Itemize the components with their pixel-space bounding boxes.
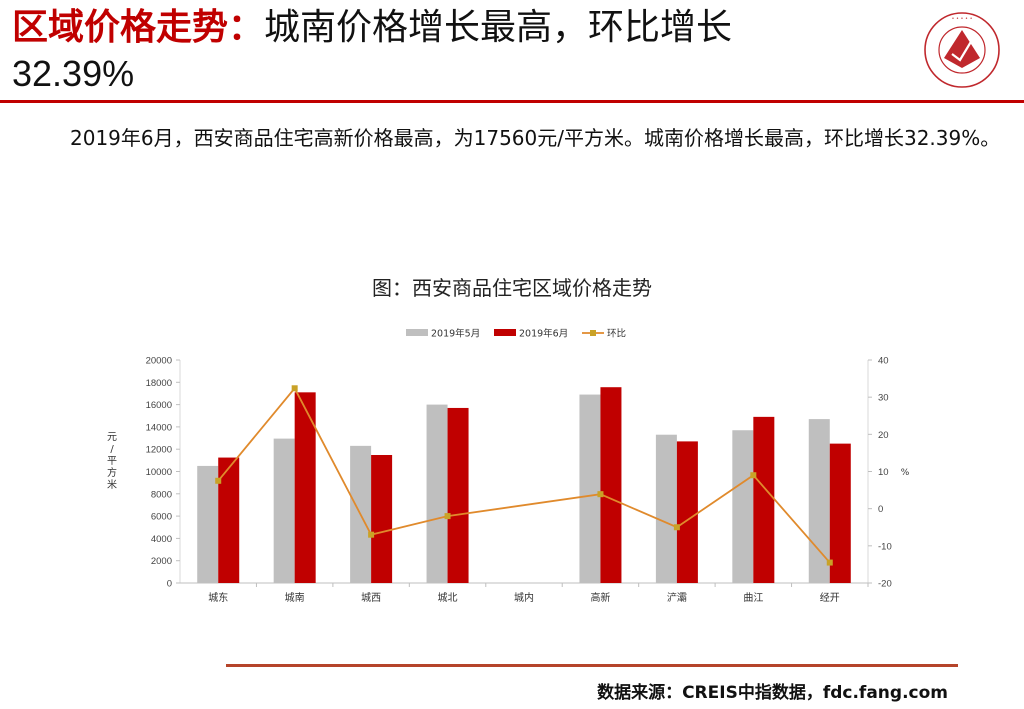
y-axis-label-char: 元 <box>107 432 117 443</box>
y-axis-label-char: 平 <box>107 456 117 467</box>
legend-swatch <box>406 329 428 336</box>
title-line2: 32.39% <box>12 53 135 94</box>
summary-paragraph: 2019年6月，西安商品住宅高新价格最高，为17560元/平方米。城南价格增长最… <box>36 116 1006 160</box>
svg-text:• • • • •: • • • • • <box>951 16 972 22</box>
x-tick-label: 城东 <box>208 591 228 604</box>
legend-swatch <box>494 329 516 336</box>
bar-may <box>579 394 601 583</box>
summary-text: 2019年6月，西安商品住宅高新价格最高，为17560元/平方米。城南价格增长最… <box>70 126 1001 150</box>
y-tick-label: 10000 <box>146 467 172 478</box>
title-rest: 城南价格增长最高，环比增长 <box>264 7 733 48</box>
legend-label: 2019年6月 <box>519 328 568 340</box>
bar-june <box>829 443 851 583</box>
y2-tick-label: 30 <box>878 393 889 404</box>
mom-point <box>368 531 375 538</box>
x-tick-label: 城北 <box>438 592 458 604</box>
data-source: 数据来源：CREIS中指数据，fdc.fang.com <box>597 683 948 703</box>
mom-point <box>750 472 757 479</box>
mom-point <box>215 477 222 484</box>
x-tick-label: 曲江 <box>743 592 763 604</box>
china-index-academy-seal-icon: • • • • • <box>924 12 1000 88</box>
y-tick-label: 18000 <box>146 378 172 389</box>
chart-title: 图：西安商品住宅区域价格走势 <box>372 276 652 300</box>
y2-axis-label: % <box>901 468 910 478</box>
y-tick-label: 6000 <box>151 512 172 523</box>
mom-point <box>826 559 833 566</box>
bar-may <box>426 404 448 583</box>
y2-tick-label: 0 <box>878 504 883 515</box>
y-tick-label: 0 <box>167 579 172 590</box>
y-axis-label-char: 米 <box>107 478 117 491</box>
bar-june <box>371 454 393 583</box>
mom-point <box>597 491 604 498</box>
y2-tick-label: 20 <box>878 430 889 441</box>
y-tick-label: 16000 <box>146 400 172 411</box>
y2-tick-label: -20 <box>878 579 892 590</box>
bar-june <box>447 407 469 583</box>
x-tick-label: 城内 <box>514 591 534 604</box>
mom-point <box>291 385 298 392</box>
legend-label: 环比 <box>607 328 626 340</box>
bar-june <box>753 416 775 583</box>
mom-point <box>444 513 451 520</box>
bar-june <box>294 392 316 583</box>
y2-tick-label: 40 <box>878 356 889 367</box>
x-tick-label: 城西 <box>361 592 381 604</box>
legend-marker <box>590 330 596 336</box>
y-axis-label-char: / <box>110 444 114 455</box>
x-tick-label: 浐灞 <box>667 591 687 604</box>
y-tick-label: 8000 <box>151 489 172 500</box>
page-title: 区域价格走势：城南价格增长最高，环比增长 <box>12 6 892 50</box>
y-tick-label: 12000 <box>146 445 172 456</box>
y2-tick-label: -10 <box>878 541 892 552</box>
bar-june <box>676 441 698 583</box>
bar-may <box>197 465 219 583</box>
y-tick-label: 14000 <box>146 422 172 433</box>
legend-label: 2019年5月 <box>431 328 480 340</box>
bar-may <box>808 419 830 583</box>
bar-june <box>600 387 622 583</box>
bar-may <box>273 438 295 583</box>
y-axis-label-char: 方 <box>107 466 117 479</box>
bar-may <box>732 430 754 583</box>
title-highlight: 区域价格走势： <box>12 7 265 48</box>
x-tick-label: 经开 <box>820 591 840 604</box>
y2-tick-label: 10 <box>878 467 889 478</box>
x-tick-label: 高新 <box>590 591 610 604</box>
title-divider <box>0 100 1024 103</box>
y-tick-label: 4000 <box>151 534 172 545</box>
bar-june <box>218 457 240 583</box>
mom-point <box>673 524 680 531</box>
bar-may <box>655 434 677 583</box>
mom-line <box>217 386 831 564</box>
footer-divider <box>226 664 958 667</box>
y-tick-label: 2000 <box>151 556 172 567</box>
y-tick-label: 20000 <box>146 356 172 367</box>
x-tick-label: 城南 <box>285 591 305 604</box>
